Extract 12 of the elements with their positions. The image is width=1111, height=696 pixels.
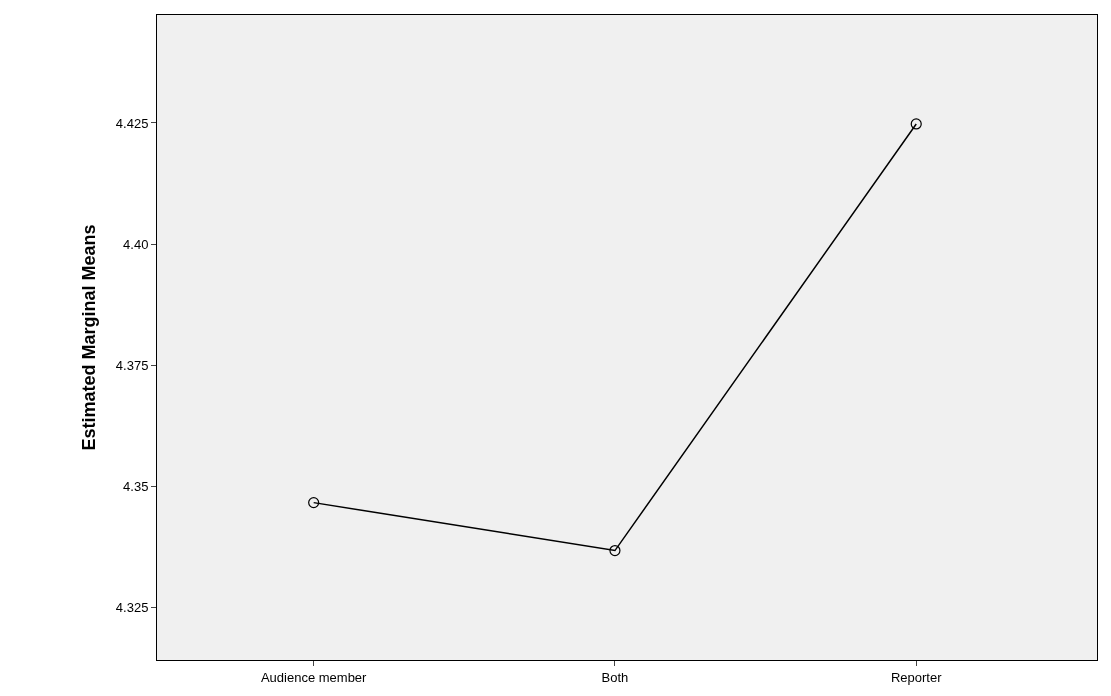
point <box>910 118 922 130</box>
x-tick-label: Reporter <box>890 669 943 685</box>
x-tick-label: Audience member <box>260 669 368 685</box>
x-tick-label: Both <box>601 669 629 685</box>
point <box>609 544 621 557</box>
y-tick-label: 4.325 <box>115 599 149 615</box>
y-axis-title: Estimated Marginal Means <box>79 224 100 451</box>
y-tick-label: 4.375 <box>115 357 149 373</box>
point <box>308 497 320 509</box>
y-tick-label: 4.425 <box>115 115 149 131</box>
y-tick-label: 4.35 <box>123 478 149 494</box>
y-tick-label: 4.40 <box>123 236 149 252</box>
